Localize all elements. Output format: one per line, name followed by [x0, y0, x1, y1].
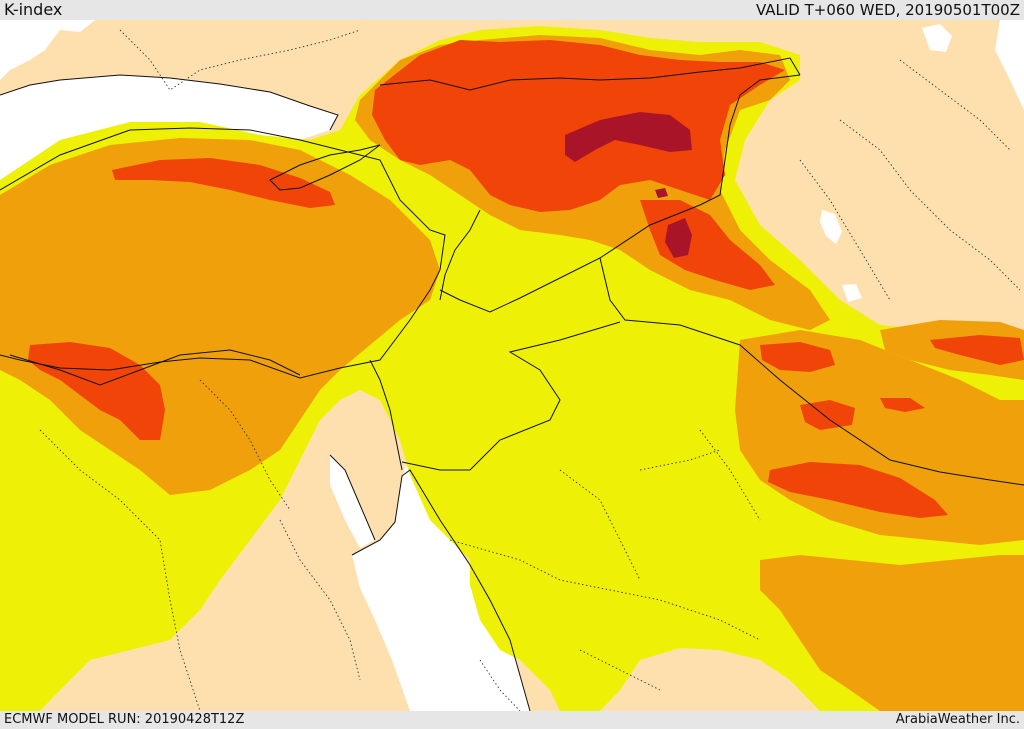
k-index-band-red	[28, 40, 1024, 518]
national-borders	[9, 57, 1024, 486]
footer-bar: ECMWF MODEL RUN: 20190428T12Z ArabiaWeat…	[0, 711, 1024, 729]
map-title: K-index	[4, 0, 63, 19]
coastlines	[0, 74, 531, 711]
credit: ArabiaWeather Inc.	[895, 712, 1020, 727]
k-index-map	[0, 20, 1024, 711]
valid-time: VALID T+060 WED, 20190501T00Z	[755, 1, 1020, 19]
model-run: ECMWF MODEL RUN: 20190428T12Z	[4, 712, 245, 727]
province-borders	[39, 29, 1021, 711]
k-index-band-darkred	[565, 112, 692, 258]
header-bar: K-index VALID T+060 WED, 20190501T00Z	[0, 0, 1024, 20]
